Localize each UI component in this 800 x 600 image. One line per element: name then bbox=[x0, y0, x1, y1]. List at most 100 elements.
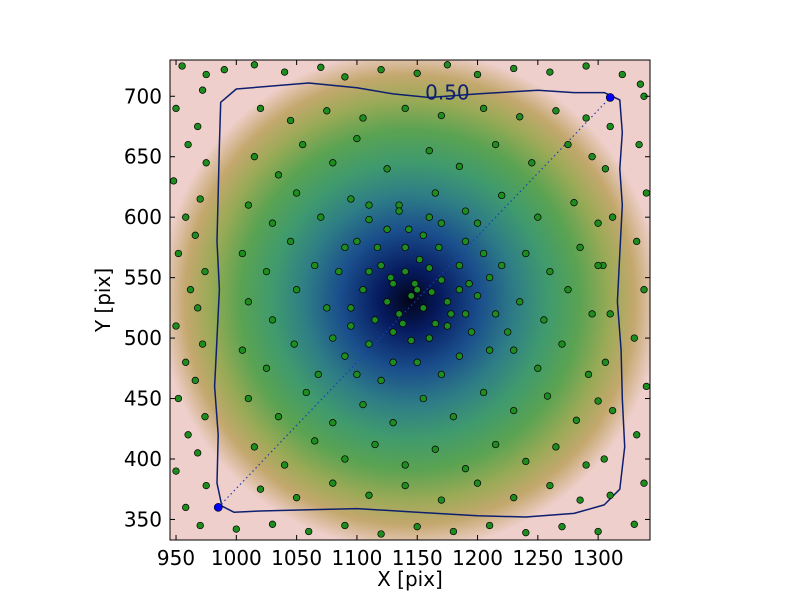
y-tick-label: 500 bbox=[124, 326, 162, 350]
data-point bbox=[411, 280, 419, 288]
data-point bbox=[268, 316, 277, 324]
data-point bbox=[182, 503, 190, 512]
data-point bbox=[601, 165, 610, 173]
data-point bbox=[461, 465, 470, 473]
data-point bbox=[172, 104, 180, 113]
data-point bbox=[194, 122, 202, 131]
data-point bbox=[431, 319, 439, 328]
data-point bbox=[377, 66, 385, 74]
data-point bbox=[582, 62, 590, 70]
data-point bbox=[377, 530, 385, 538]
data-point bbox=[353, 134, 361, 143]
data-point bbox=[558, 523, 566, 531]
data-point bbox=[633, 431, 641, 439]
data-point bbox=[552, 107, 560, 115]
data-point bbox=[395, 207, 403, 215]
data-point bbox=[636, 80, 645, 88]
x-axis-label: X [pix] bbox=[377, 567, 443, 591]
data-point bbox=[383, 225, 391, 233]
scatter-layer bbox=[170, 61, 650, 538]
endpoint-marker bbox=[605, 93, 615, 102]
data-point bbox=[437, 111, 446, 120]
data-point bbox=[413, 69, 421, 77]
x-tick-label: 950 bbox=[157, 546, 195, 570]
data-point bbox=[552, 443, 560, 451]
data-point bbox=[174, 249, 183, 258]
data-point bbox=[431, 445, 439, 453]
data-point bbox=[329, 334, 337, 342]
data-point bbox=[365, 215, 373, 224]
data-point bbox=[455, 162, 464, 171]
data-point bbox=[286, 116, 295, 125]
data-point bbox=[341, 352, 349, 360]
data-point bbox=[201, 413, 209, 421]
y-tick-label: 400 bbox=[124, 447, 162, 471]
data-point bbox=[640, 286, 648, 294]
data-point bbox=[341, 73, 349, 81]
data-point bbox=[335, 267, 343, 276]
data-point bbox=[618, 70, 626, 79]
data-point bbox=[359, 400, 367, 409]
data-point bbox=[546, 267, 554, 276]
data-point bbox=[341, 243, 349, 252]
data-point bbox=[582, 461, 590, 469]
data-point bbox=[640, 479, 648, 487]
data-point bbox=[395, 201, 403, 209]
data-point bbox=[465, 280, 473, 288]
data-point bbox=[437, 496, 446, 504]
x-tick-label: 1050 bbox=[271, 546, 322, 570]
data-point bbox=[359, 114, 367, 122]
data-point bbox=[479, 104, 488, 113]
data-point bbox=[347, 195, 355, 203]
data-point bbox=[522, 457, 530, 466]
x-tick-label: 1300 bbox=[573, 546, 624, 570]
data-point bbox=[365, 491, 373, 499]
y-tick-label: 700 bbox=[124, 84, 162, 108]
data-point bbox=[232, 525, 240, 533]
data-point bbox=[299, 140, 307, 149]
data-point bbox=[630, 520, 638, 528]
data-point bbox=[606, 310, 614, 318]
data-point bbox=[353, 237, 361, 246]
data-point bbox=[329, 419, 337, 427]
data-point bbox=[528, 159, 536, 167]
data-point bbox=[244, 201, 253, 209]
data-point bbox=[201, 267, 209, 276]
data-point bbox=[292, 189, 301, 197]
data-point bbox=[413, 358, 421, 366]
data-point bbox=[576, 496, 584, 504]
data-point bbox=[182, 358, 190, 366]
data-point bbox=[558, 340, 566, 348]
data-point bbox=[510, 64, 518, 73]
contour-line bbox=[213, 82, 626, 518]
data-point bbox=[594, 261, 602, 270]
data-point bbox=[534, 213, 542, 221]
data-point bbox=[415, 255, 424, 264]
data-point bbox=[262, 364, 271, 372]
data-point bbox=[244, 298, 253, 306]
endpoint-marker bbox=[213, 503, 223, 512]
data-point bbox=[642, 382, 650, 391]
data-point bbox=[268, 219, 277, 227]
data-point bbox=[311, 437, 319, 445]
data-point bbox=[582, 114, 590, 122]
data-point bbox=[389, 328, 397, 336]
data-point bbox=[256, 485, 265, 493]
data-point bbox=[419, 394, 427, 403]
data-point bbox=[314, 370, 322, 379]
data-point bbox=[504, 328, 512, 336]
data-point bbox=[238, 346, 247, 354]
data-point bbox=[286, 237, 295, 246]
data-point bbox=[274, 413, 283, 421]
data-point bbox=[534, 364, 542, 372]
data-point bbox=[413, 286, 421, 294]
y-axis-label: Y [pix] bbox=[91, 268, 115, 333]
data-point bbox=[268, 520, 277, 528]
data-point bbox=[347, 322, 355, 330]
data-point bbox=[413, 523, 421, 531]
y-tick-label: 450 bbox=[124, 387, 162, 411]
data-point bbox=[443, 298, 452, 306]
x-tick-label: 1100 bbox=[331, 546, 382, 570]
data-point bbox=[184, 140, 192, 149]
